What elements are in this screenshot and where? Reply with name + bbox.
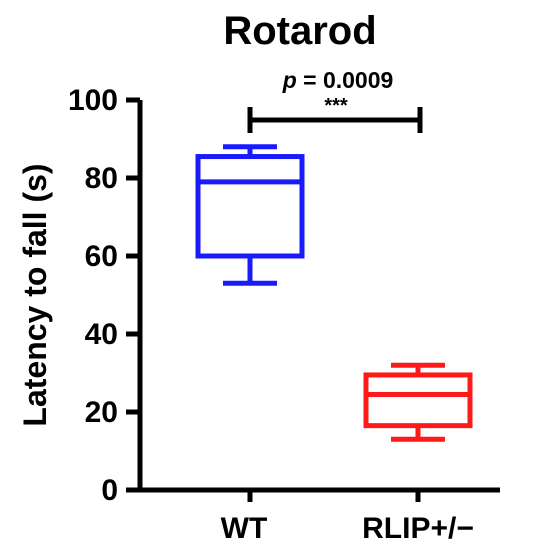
y-tick-label: 40: [85, 318, 118, 351]
y-axis-label: Latency to fall (s): [17, 163, 53, 426]
x-tick-label: WT: [221, 512, 268, 545]
p-symbol: p: [282, 67, 297, 93]
y-tick-label: 20: [85, 396, 118, 429]
iqr-box: [195, 154, 305, 259]
chart-title: Rotarod: [223, 9, 376, 53]
y-axis: 0 20 40 60 80 100: [68, 84, 143, 507]
significance-annotation: p = 0.0009 ***: [247, 67, 423, 133]
p-value-label: p = 0.0009: [282, 67, 394, 93]
x-axis: WT RLIP+/−: [138, 487, 500, 545]
boxes: [195, 144, 473, 442]
p-value: = 0.0009: [297, 67, 394, 93]
box-wt: [195, 144, 305, 286]
y-tick-label: 100: [68, 84, 118, 117]
y-tick-label: 60: [85, 240, 118, 273]
iqr-box: [363, 372, 473, 429]
box-rlip: [363, 362, 473, 442]
x-tick-label: RLIP+/−: [362, 512, 474, 545]
significance-stars: ***: [324, 95, 348, 117]
y-tick-label: 0: [101, 474, 118, 507]
y-tick-label: 80: [85, 162, 118, 195]
